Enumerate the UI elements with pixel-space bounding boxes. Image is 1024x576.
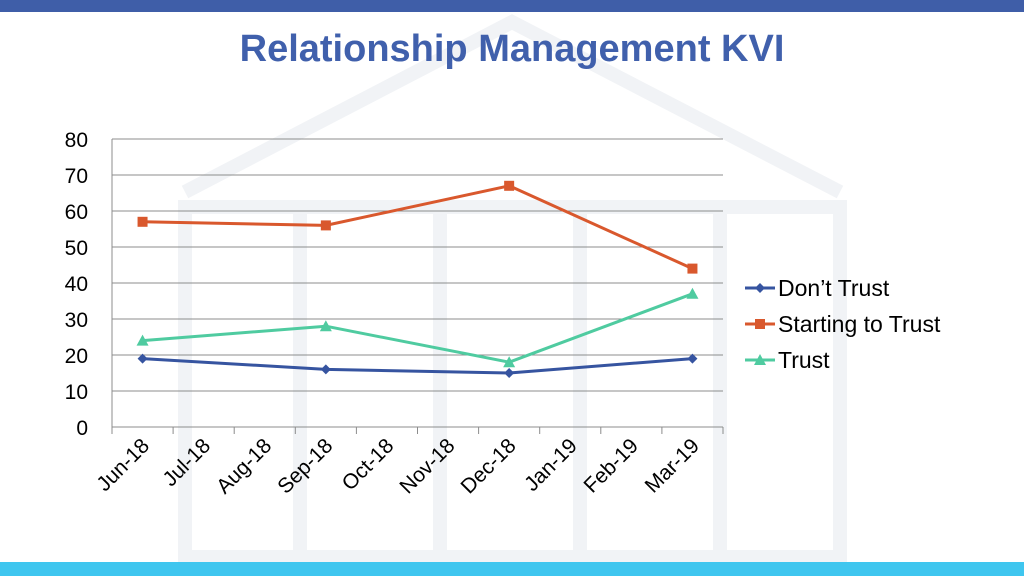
- series-0: [137, 353, 698, 378]
- data-point: [504, 180, 515, 191]
- y-tick-label: 20: [65, 345, 88, 368]
- data-point: [137, 353, 148, 364]
- legend-label: Trust: [778, 347, 830, 373]
- y-tick-label: 60: [65, 201, 88, 224]
- top-accent-bar: [0, 0, 1024, 12]
- data-point: [320, 364, 331, 375]
- x-tick-label: Sep-18: [273, 434, 337, 498]
- data-point: [137, 216, 148, 227]
- data-point: [319, 320, 332, 332]
- series-line: [142, 184, 694, 270]
- data-point: [687, 353, 698, 364]
- legend-swatch-marker: [754, 354, 766, 365]
- legend-item: Don’t Trust: [745, 275, 890, 301]
- data-point: [136, 334, 149, 346]
- x-tick-label: Mar-19: [641, 434, 704, 497]
- y-tick-label: 70: [65, 165, 88, 188]
- y-tick-label: 10: [65, 381, 88, 404]
- legend-swatch-marker: [755, 283, 765, 293]
- series-2: [136, 287, 699, 368]
- x-tick-label: Jun-18: [92, 434, 154, 496]
- series-1: [137, 180, 698, 274]
- x-tick-label: Nov-18: [395, 434, 459, 498]
- x-tick-label: Dec-18: [457, 434, 521, 498]
- data-point: [504, 368, 515, 378]
- x-tick-label: Jan-19: [520, 434, 582, 496]
- series-line: [142, 357, 693, 375]
- chart-legend: Don’t Trust Starting to Trust Trust: [745, 275, 941, 373]
- legend-item: Starting to Trust: [745, 311, 941, 337]
- y-axis-tick-labels: 0 10 20 30 40 50 60 70 80: [65, 129, 88, 440]
- x-tick-label: Aug-18: [212, 434, 276, 498]
- y-tick-label: 40: [65, 273, 88, 296]
- legend-label: Starting to Trust: [778, 311, 941, 337]
- chart-series: [136, 180, 699, 378]
- data-point: [687, 263, 698, 274]
- legend-label: Don’t Trust: [778, 275, 890, 301]
- x-tick-label: Feb-19: [580, 434, 643, 497]
- data-point: [320, 220, 331, 231]
- grid-lines: [112, 138, 723, 392]
- y-tick-label: 50: [65, 237, 88, 260]
- chart-title: Relationship Management KVI: [239, 28, 785, 70]
- series-line: [142, 292, 693, 364]
- house-watermark: [178, 14, 847, 562]
- bottom-accent-bar: [0, 562, 1024, 576]
- x-tick-label: Oct-18: [338, 434, 399, 495]
- data-point: [686, 287, 699, 299]
- y-tick-label: 80: [65, 129, 88, 152]
- chart-axes: [111, 139, 724, 434]
- x-tick-label: Jul-18: [158, 434, 215, 491]
- legend-swatch-marker: [755, 319, 765, 329]
- data-point: [503, 356, 516, 368]
- y-tick-label: 0: [76, 417, 88, 440]
- legend-item: Trust: [745, 347, 830, 373]
- y-tick-label: 30: [65, 309, 88, 332]
